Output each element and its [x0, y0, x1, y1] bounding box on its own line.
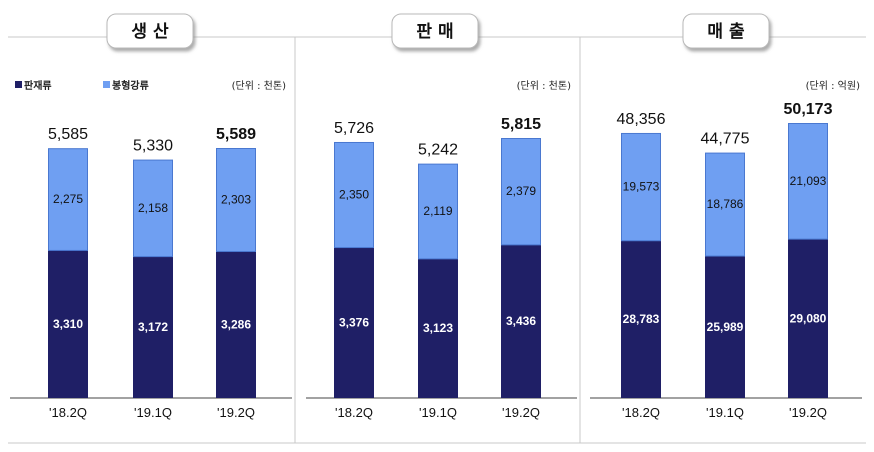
data-label-long: 2,275: [53, 192, 83, 206]
data-label-flat: 3,123: [423, 321, 453, 335]
total-label: 5,589: [216, 126, 256, 143]
title-tab-production: 생 산: [106, 13, 194, 49]
bar-segment-long: [418, 163, 458, 260]
bar-segment-flat: [621, 240, 661, 398]
chart-title: 판 매: [416, 22, 453, 42]
data-label-long: 2,350: [339, 188, 369, 202]
unit-label-revenue: (단위 : 억원): [806, 79, 860, 92]
production-chart: 3,310 2,275 5,585 '18.2Q 3,172 2,158 5,330 '19.…: [10, 126, 292, 420]
data-label-long: 18,786: [707, 197, 744, 211]
unit-label-production: (단위 : 천톤): [232, 79, 286, 92]
bar-segment-long: [705, 152, 745, 257]
data-label-long: 19,573: [623, 180, 660, 194]
x-tick-label: '18.2Q: [49, 405, 87, 420]
total-label: 5,242: [418, 142, 458, 159]
data-label-long: 2,379: [506, 184, 536, 198]
data-label-long: 2,119: [423, 204, 452, 218]
data-label-flat: 29,080: [790, 311, 827, 325]
bar-segment-flat: [705, 255, 745, 398]
data-label-flat: 3,286: [221, 318, 251, 332]
chart-title: 매 출: [707, 22, 745, 42]
bar-segment-long: [216, 148, 256, 253]
bar-segment-long: [334, 141, 374, 249]
bar-segment-long: [788, 123, 828, 240]
bar-segment-flat: [334, 247, 374, 398]
x-tick-label: '19.1Q: [134, 405, 172, 420]
x-tick-label: '19.1Q: [419, 405, 457, 420]
data-label-flat: 3,310: [53, 317, 83, 331]
legend-label-long: 봉형강류: [112, 79, 149, 92]
data-label-flat: 28,783: [623, 312, 660, 326]
data-label-long: 21,093: [790, 174, 827, 188]
data-label-flat: 3,172: [138, 320, 168, 334]
total-label: 48,356: [617, 111, 666, 128]
x-tick-label: '19.2Q: [502, 405, 540, 420]
bar-segment-flat: [501, 244, 541, 398]
x-tick-label: '19.1Q: [706, 405, 744, 420]
total-label: 44,775: [701, 131, 750, 148]
legend: 판재류 봉형강류: [15, 79, 149, 92]
bar-segment-flat: [133, 256, 173, 398]
data-label-flat: 25,989: [707, 320, 744, 334]
chart-title: 생 산: [131, 22, 169, 42]
x-tick-label: '18.2Q: [622, 405, 660, 420]
bar-segment-long: [48, 148, 88, 251]
legend-swatch-long: [103, 81, 110, 88]
legend-label-flat: 판재류: [24, 79, 52, 92]
x-tick-label: '19.2Q: [789, 405, 827, 420]
total-label: 50,173: [784, 101, 833, 118]
bar-segment-flat: [216, 251, 256, 398]
legend-swatch-flat: [15, 81, 22, 88]
bar-segment-flat: [48, 249, 88, 398]
unit-label-sales: (단위 : 천톤): [517, 79, 571, 92]
bar-segment-long: [133, 159, 173, 258]
bar-segment-flat: [788, 238, 828, 398]
bar-segment-flat: [418, 258, 458, 398]
data-label-flat: 3,436: [506, 314, 536, 328]
data-label-long: 2,303: [221, 193, 251, 207]
data-label-flat: 3,376: [339, 316, 369, 330]
title-tab-revenue: 매 출: [682, 13, 770, 49]
total-label: 5,726: [334, 120, 374, 137]
bar-segment-long: [621, 132, 661, 242]
revenue-chart: 28,783 19,573 48,356 '18.2Q 25,989 18,786 44,7…: [590, 101, 862, 420]
title-tab-sales: 판 매: [391, 13, 479, 49]
x-tick-label: '19.2Q: [217, 405, 255, 420]
total-label: 5,330: [133, 138, 173, 155]
sales-chart: 3,376 2,350 5,726 '18.2Q 3,123 2,119 5,242 '19.…: [306, 116, 577, 420]
x-tick-label: '18.2Q: [335, 405, 373, 420]
data-label-long: 2,158: [138, 201, 168, 215]
bar-segment-long: [501, 138, 541, 246]
total-label: 5,585: [48, 126, 88, 143]
total-label: 5,815: [501, 116, 541, 133]
